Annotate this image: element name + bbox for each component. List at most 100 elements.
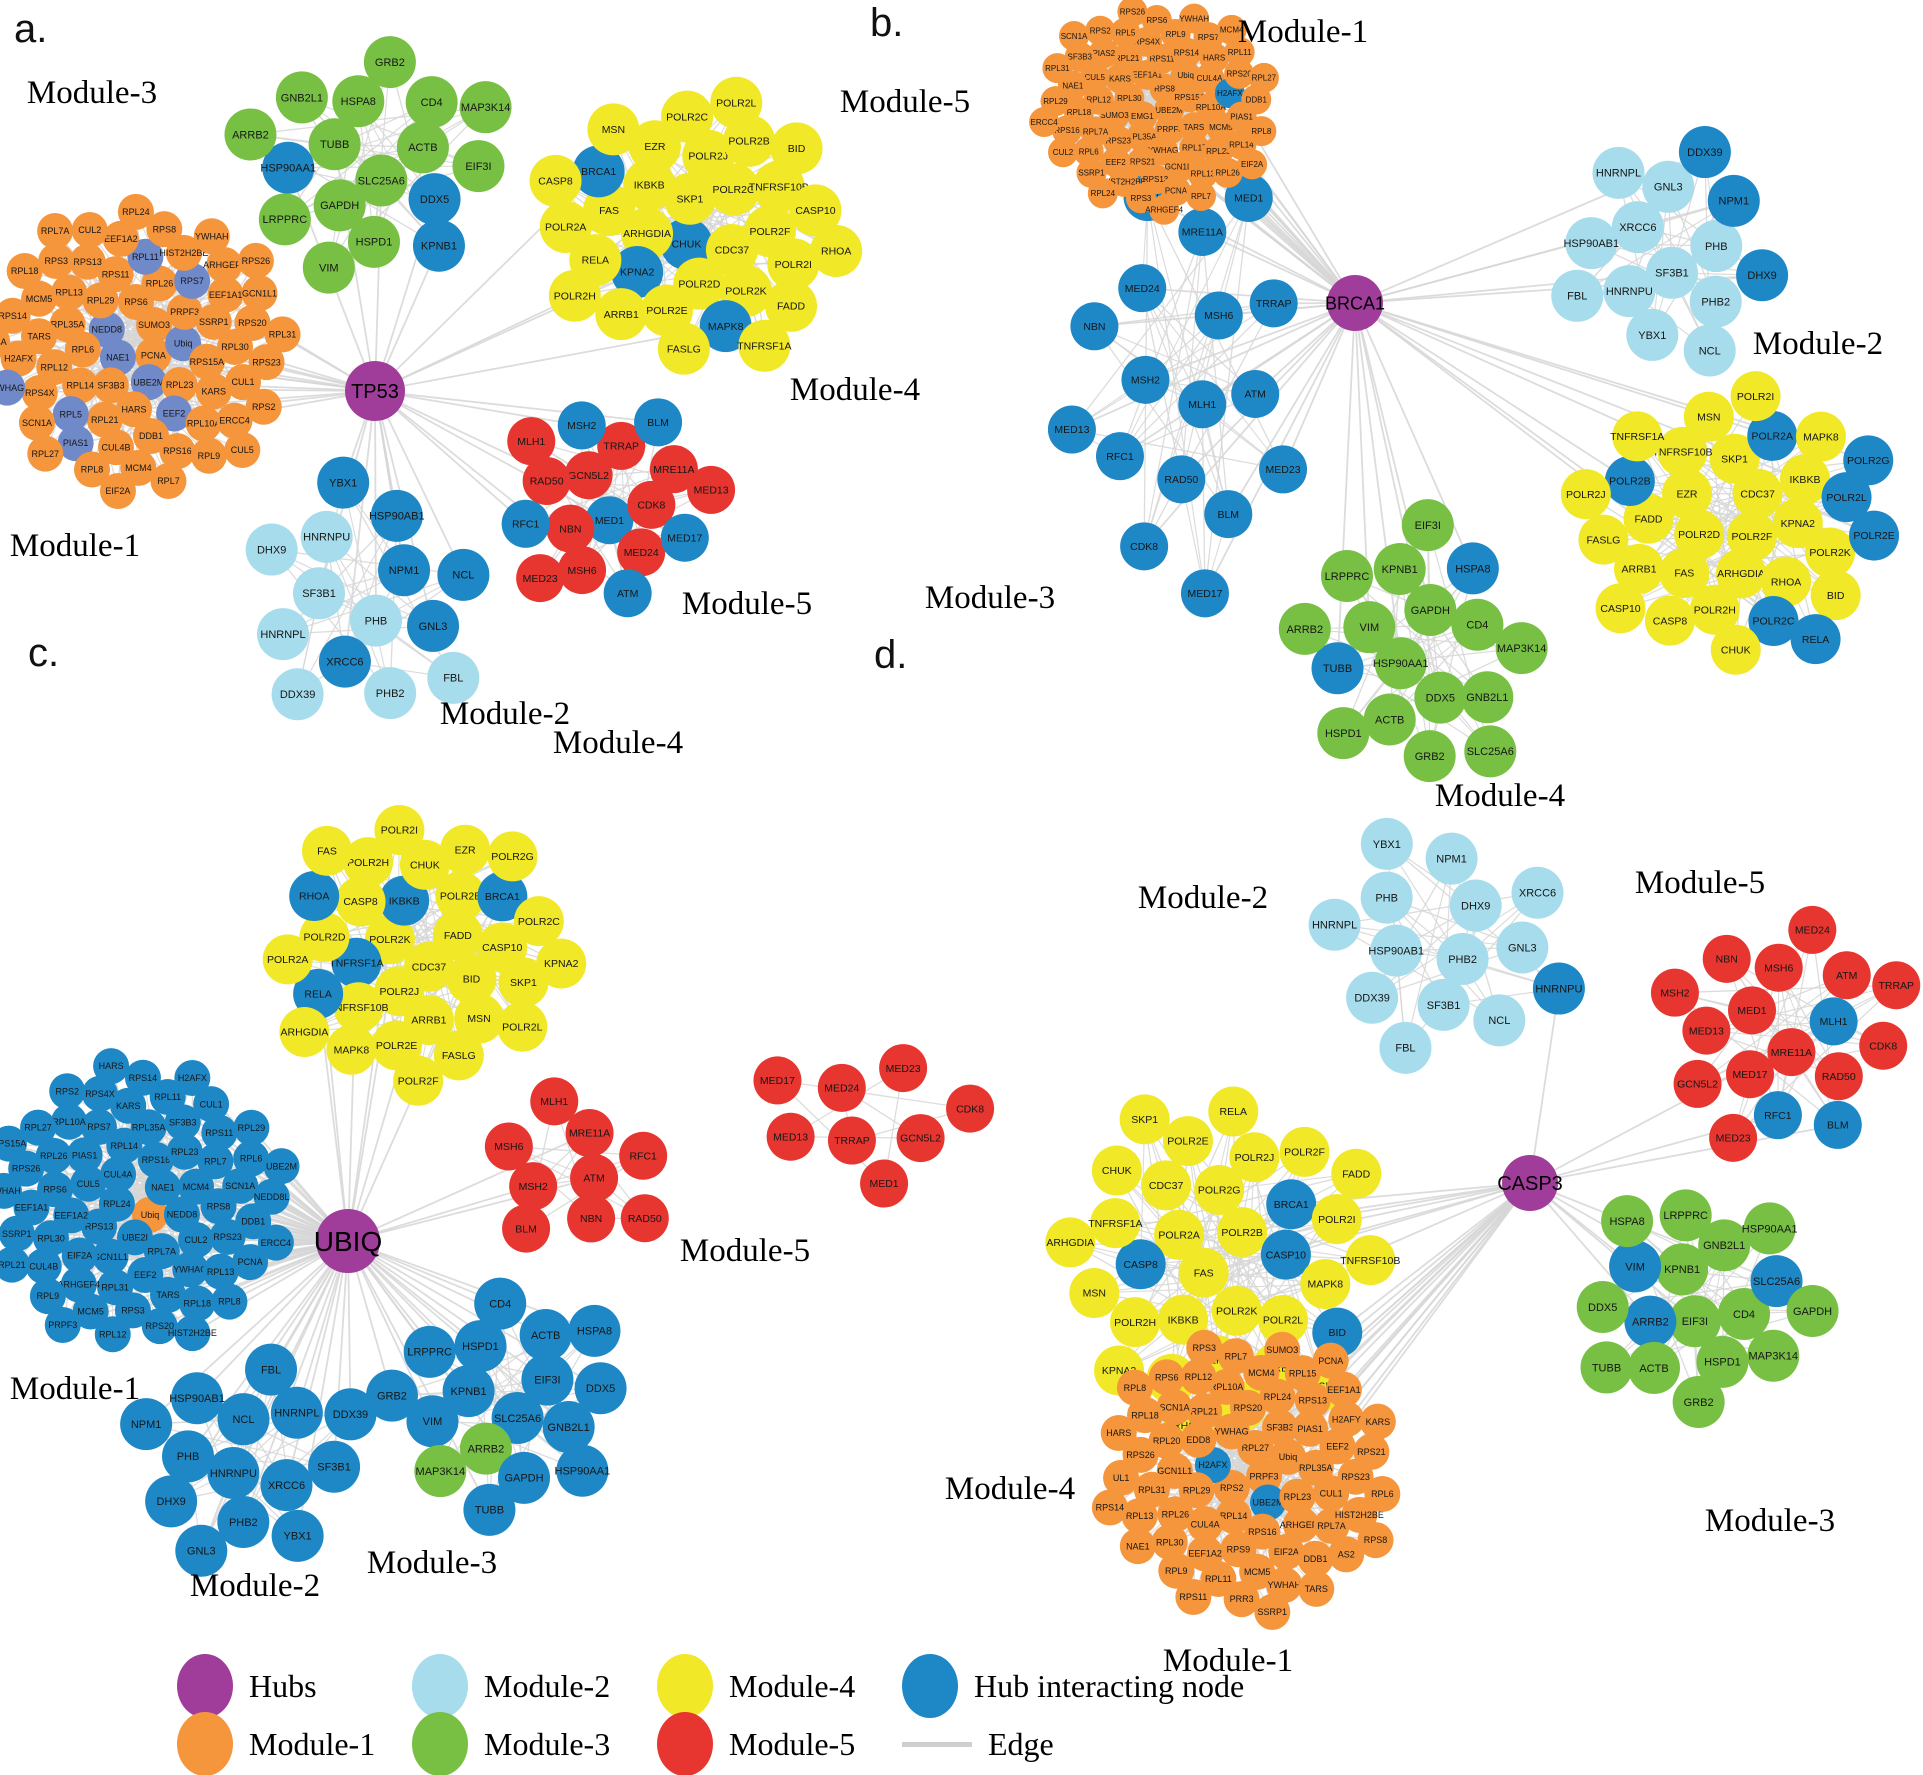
gene-node-label: RPL30 <box>221 342 249 352</box>
gene-node-label: KARS <box>202 386 227 396</box>
gene-node-label: MSH6 <box>1204 310 1233 322</box>
gene-node-label: RFC1 <box>629 1150 657 1162</box>
gene-node-label: RPL29 <box>87 296 115 306</box>
gene-node-RPS14 <box>0 297 31 334</box>
gene-node-HSPD1 <box>454 1320 507 1373</box>
gene-node-NPM1 <box>120 1398 173 1451</box>
gene-node-label: SF3B3 <box>1068 53 1093 62</box>
gene-node-label: POLR2E <box>1167 1136 1208 1148</box>
gene-node-RPS6 <box>1141 5 1172 36</box>
gene-node-RPL8 <box>1246 116 1277 147</box>
gene-node-GRB2 <box>365 1369 418 1422</box>
gene-node-RPL18 <box>179 1285 216 1322</box>
gene-node-label: DDX39 <box>280 689 315 701</box>
module-label-module-2: Module-2 <box>1753 326 1883 362</box>
gene-node-label: PCNA <box>1165 187 1188 196</box>
nodes-layer: PCNA NAE1 SUMO3 UBE2M NEDD8 Ubiq SF3B3 RPS6 RPL2… <box>0 0 1921 1630</box>
gene-node-MED23 <box>1709 1113 1758 1162</box>
gene-node-label: POLR2J <box>1566 489 1606 501</box>
gene-node-label: TUBB <box>1592 1362 1621 1374</box>
gene-node-label: EEF2 <box>1326 1442 1349 1452</box>
gene-node-RPL18 <box>6 252 43 289</box>
gene-node-VIM <box>302 241 355 294</box>
gene-node-ATM <box>1231 369 1280 418</box>
edge <box>374 390 610 522</box>
gene-node-label: CUL5 <box>77 1179 100 1189</box>
gene-node-EIF2A <box>99 472 136 509</box>
gene-node-label: HSPA8 <box>341 96 376 108</box>
gene-node-KPNB1 <box>1373 543 1426 596</box>
gene-node-NAE1 <box>144 1169 181 1206</box>
gene-node-label: CHUK <box>1102 1165 1132 1177</box>
gene-node-label: RPL21 <box>0 1260 26 1270</box>
gene-node-label: RPL29 <box>1183 1485 1211 1495</box>
gene-node-label: ATM <box>1836 970 1857 982</box>
gene-node-label: SKP1 <box>676 193 703 205</box>
gene-node-MAPK8 <box>699 300 752 353</box>
gene-node-label: POLR2A <box>1158 1229 1199 1241</box>
gene-node-label: VIM <box>1625 1261 1645 1273</box>
gene-node-label: POLR2E <box>376 1040 417 1052</box>
gene-node-ARHGEF4 <box>1149 194 1180 225</box>
gene-node-CHUK <box>660 217 713 270</box>
gene-node-label: CUL1 <box>200 1099 223 1109</box>
gene-node-GNL3 <box>1496 921 1549 974</box>
gene-node-HSP90AB1 <box>1370 924 1423 977</box>
gene-node-NCL <box>217 1393 270 1446</box>
gene-node-label: HNRNPL <box>260 629 305 641</box>
gene-node-Ubiq <box>1270 1438 1307 1475</box>
gene-node-label: EZR <box>644 141 665 153</box>
gene-node-SLC25A6 <box>355 154 408 207</box>
gene-node-EDD8 <box>1180 1421 1217 1458</box>
gene-node-CD4 <box>474 1277 527 1330</box>
gene-node-DHX9 <box>145 1475 198 1528</box>
edge <box>271 548 464 576</box>
gene-node-GAPDH <box>1786 1284 1839 1337</box>
gene-node-label: GCN5L2 <box>568 470 609 482</box>
gene-node-label: NAE1 <box>1126 1541 1150 1551</box>
gene-node-label: RPL10A <box>1196 103 1226 112</box>
gene-node-label: MED13 <box>1054 424 1089 436</box>
gene-node-RPS2 <box>49 1073 86 1110</box>
gene-node-label: KARS <box>1366 1417 1391 1427</box>
gene-node-label: Ubiq <box>1279 1452 1298 1462</box>
gene-node-label: RPL35A <box>132 1122 166 1132</box>
gene-node-label: POLR2D <box>303 932 345 944</box>
gene-node-label: YWHAH <box>1179 14 1209 23</box>
gene-node-label: SF3B1 <box>302 588 336 600</box>
gene-node-label: EMG1 <box>1131 112 1154 121</box>
edge <box>1726 958 1779 1116</box>
gene-node-FASLG <box>657 322 710 375</box>
gene-node-KPNA2 <box>1772 498 1823 549</box>
gene-node-VIM <box>1343 601 1396 654</box>
gene-node-RFC1 <box>1753 1091 1802 1140</box>
gene-node-POLR2H <box>548 269 601 322</box>
gene-node-YWHAH <box>1179 3 1210 34</box>
gene-node-label: IKBKB <box>1168 1314 1199 1326</box>
panel-letter: d. <box>874 633 907 677</box>
gene-node-label: RPS2 <box>1090 26 1111 35</box>
gene-node-label: RPL10A <box>52 1117 86 1127</box>
gene-node-TUBB <box>1580 1341 1633 1394</box>
gene-node-label: EEF1A1 <box>15 1203 49 1213</box>
gene-node-RPS3 <box>114 1292 151 1329</box>
gene-node-MAP3K14 <box>1495 622 1548 675</box>
gene-node-RPL14 <box>62 367 99 404</box>
gene-node-label: NEDD8 <box>167 1210 198 1220</box>
gene-node-BID <box>446 953 497 1004</box>
hub-label-BRCA1: BRCA1 <box>1325 293 1385 313</box>
gene-node-label: RPL30 <box>1117 94 1142 103</box>
gene-node-label: GNL3 <box>1654 182 1683 194</box>
gene-node-label: SF3B1 <box>1655 268 1689 280</box>
hub-label-CASP3: CASP3 <box>1497 1173 1563 1195</box>
gene-node-MAPK8 <box>1795 411 1846 462</box>
gene-node-RPL5 <box>52 396 89 433</box>
gene-node-label: MRE11A <box>653 464 694 476</box>
gene-node-label: EEF1A1 <box>209 290 243 300</box>
gene-node-label: POLR2E <box>646 305 687 317</box>
gene-node-MED24 <box>1118 264 1167 313</box>
gene-node-label: PCNA <box>141 351 166 361</box>
gene-node-PHB2 <box>217 1496 270 1549</box>
gene-node-label: BLM <box>1827 1120 1849 1132</box>
gene-node-label: KARS <box>1109 74 1131 83</box>
